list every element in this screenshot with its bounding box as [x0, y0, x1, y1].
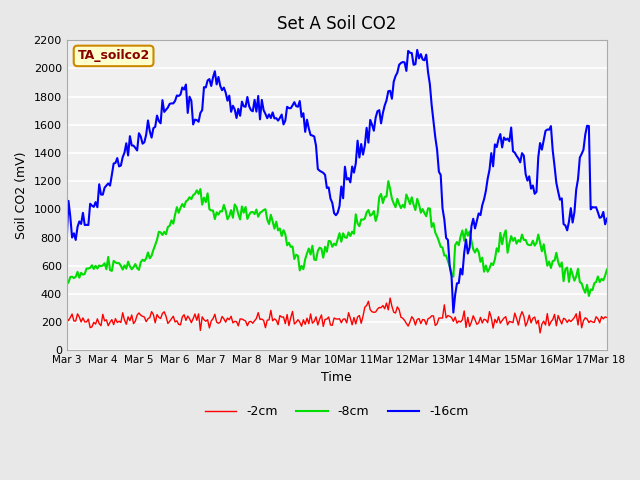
-16cm: [449, 310, 457, 315]
-2cm: [556, 317, 564, 323]
-2cm: [383, 300, 390, 306]
X-axis label: Time: Time: [321, 371, 352, 384]
-16cm: [603, 216, 611, 221]
-2cm: [603, 315, 611, 321]
-16cm: [394, 70, 401, 75]
-16cm: [63, 238, 70, 243]
Legend: -2cm, -8cm, -16cm: -2cm, -8cm, -16cm: [200, 400, 474, 423]
-8cm: [603, 267, 611, 273]
-2cm: [396, 307, 403, 312]
-16cm: [65, 198, 72, 204]
-8cm: [63, 281, 70, 287]
Line: -16cm: -16cm: [67, 50, 607, 312]
-2cm: [65, 318, 72, 324]
-2cm: [520, 313, 527, 319]
-16cm: [383, 97, 390, 103]
-2cm: [63, 315, 70, 321]
Line: -2cm: -2cm: [67, 298, 607, 333]
Y-axis label: Soil CO2 (mV): Soil CO2 (mV): [15, 152, 28, 239]
-2cm: [536, 330, 544, 336]
-16cm: [385, 88, 392, 94]
-16cm: [522, 171, 529, 177]
-8cm: [65, 279, 72, 285]
-8cm: [585, 293, 593, 299]
-8cm: [383, 194, 390, 200]
Line: -8cm: -8cm: [67, 181, 607, 296]
Title: Set A Soil CO2: Set A Soil CO2: [277, 15, 397, 33]
-8cm: [387, 186, 394, 192]
-8cm: [385, 178, 392, 184]
-8cm: [396, 201, 403, 207]
-2cm: [387, 295, 394, 301]
Text: TA_soilco2: TA_soilco2: [77, 49, 150, 62]
-8cm: [520, 237, 527, 243]
-16cm: [556, 197, 564, 203]
-2cm: [385, 307, 392, 313]
-8cm: [554, 259, 562, 265]
-16cm: [413, 47, 421, 53]
